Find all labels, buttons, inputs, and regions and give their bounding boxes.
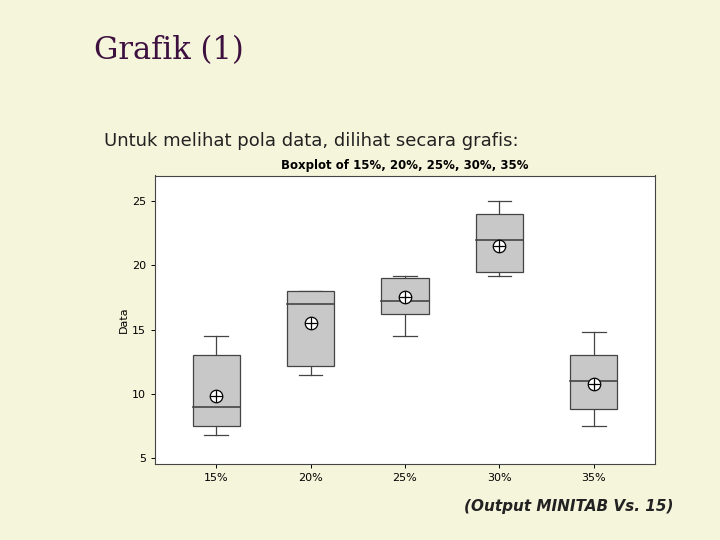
Text: Grafik (1): Grafik (1) — [94, 35, 243, 66]
Text: (Output MINITAB Vs. 15): (Output MINITAB Vs. 15) — [464, 500, 673, 515]
Title: Boxplot of 15%, 20%, 25%, 30%, 35%: Boxplot of 15%, 20%, 25%, 30%, 35% — [282, 159, 528, 172]
Bar — [287, 291, 334, 366]
Bar — [476, 214, 523, 272]
Bar — [570, 355, 618, 409]
Y-axis label: Data: Data — [119, 307, 129, 333]
Bar — [192, 355, 240, 426]
Bar — [382, 278, 428, 314]
Text: Untuk melihat pola data, dilihat secara grafis:: Untuk melihat pola data, dilihat secara … — [104, 132, 519, 151]
